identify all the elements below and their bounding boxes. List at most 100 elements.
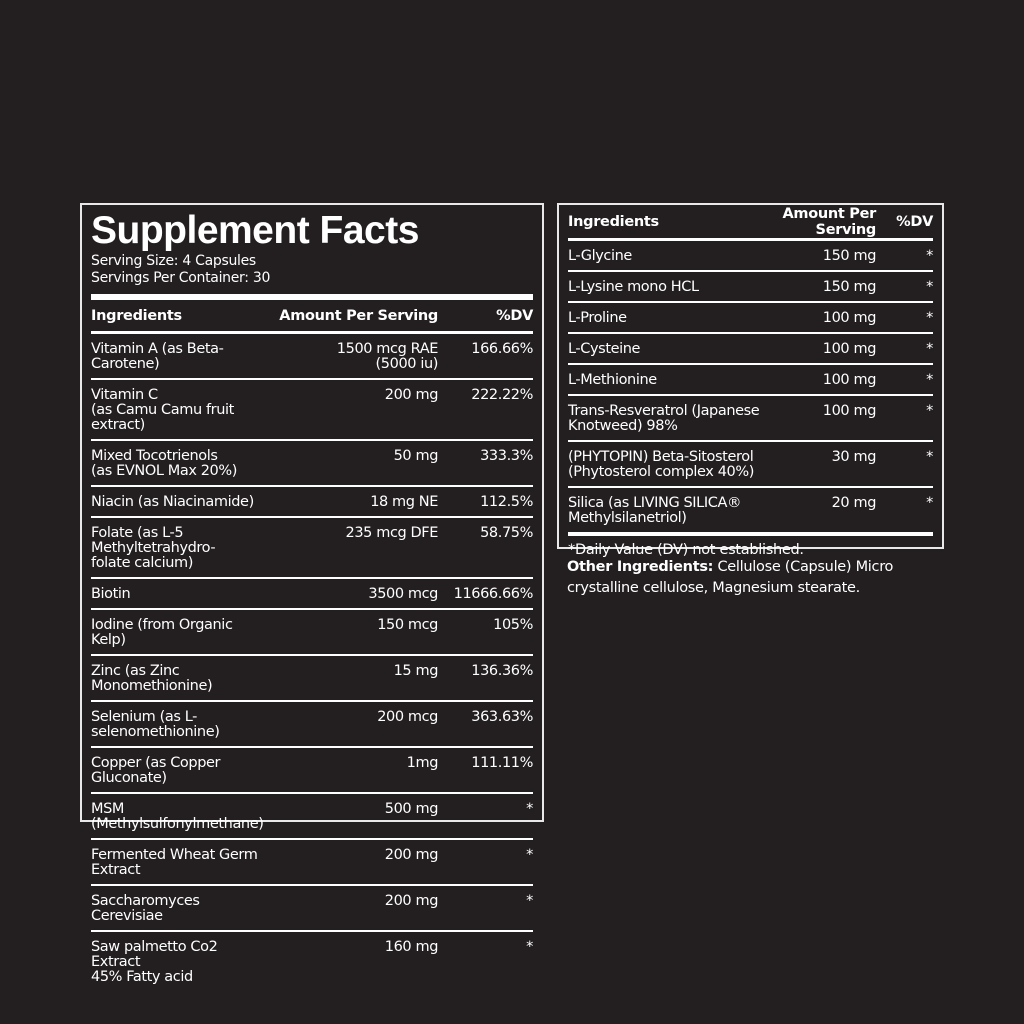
ingredient-name: Saw palmetto Co2 Extract 45% Fatty acid — [91, 939, 218, 985]
table-row: Saccharomyces Cerevisiae 200 mg * — [91, 886, 533, 932]
table-row: Niacin (as Niacinamide) 18 mg NE 112.5% — [91, 487, 533, 518]
ingredient-dv: 58.75% — [480, 525, 533, 541]
table-header: Ingredients Amount Per Serving %DV — [568, 205, 933, 241]
ingredient-dv: 105% — [493, 617, 533, 633]
panel-title: Supplement Facts — [91, 209, 419, 252]
ingredient-dv: * — [926, 310, 933, 326]
ingredient-dv: * — [926, 341, 933, 357]
table-row: Biotin 3500 mcg 11666.66% — [91, 579, 533, 610]
ingredient-amount: 235 mcg DFE — [345, 525, 439, 541]
ingredient-amount: 100 mg — [822, 341, 877, 357]
other-ingredients-text: Cellulose (Capsule) Micro crystalline ce… — [567, 559, 894, 596]
ingredients-panel-continued: Ingredients Amount Per Serving %DV L-Gly… — [557, 203, 944, 558]
ingredient-name: (PHYTOPIN) Beta-Sitosterol (Phytosterol … — [568, 449, 754, 480]
ingredient-amount: 1mg — [406, 755, 439, 771]
table-header: Ingredients Amount Per Serving %DV — [91, 300, 533, 334]
ingredient-name: Silica (as LIVING SILICA® Methylsilanetr… — [568, 495, 742, 526]
header-amount: Amount Per Serving — [782, 205, 876, 238]
ingredient-amount: 100 mg — [822, 372, 877, 388]
table-row: Silica (as LIVING SILICA® Methylsilanetr… — [568, 488, 933, 536]
ingredient-amount: 150 mg — [822, 248, 877, 264]
other-ingredients: Other Ingredients: Cellulose (Capsule) M… — [567, 557, 927, 599]
ingredient-amount: 100 mg — [822, 403, 877, 419]
header-amount: Amount Per Serving — [279, 307, 438, 324]
ingredient-name: Trans-Resveratrol (Japanese Knotweed) 98… — [568, 403, 760, 434]
ingredient-name: Folate (as L-5 Methyltetrahydro- folate … — [91, 525, 216, 571]
ingredient-dv: * — [926, 449, 933, 465]
ingredient-table: Vitamin A (as Beta-Carotene) 1500 mcg RAE… — [91, 334, 533, 991]
ingredient-amount: 15 mg — [393, 663, 439, 679]
ingredient-name: Saccharomyces Cerevisiae — [91, 893, 200, 924]
footnote: *Daily Value (DV) not established. — [568, 542, 804, 558]
table-row: Zinc (as Zinc Monomethionine) 15 mg 136.36… — [91, 656, 533, 702]
table-row: Copper (as Copper Gluconate) 1mg 111.11% — [91, 748, 533, 794]
table-row: L-Proline 100 mg * — [568, 303, 933, 334]
ingredient-dv: 11666.66% — [453, 586, 534, 602]
serving-size: Serving Size: 4 Capsules — [91, 253, 256, 269]
table-row: (PHYTOPIN) Beta-Sitosterol (Phytosterol … — [568, 442, 933, 488]
table-row: L-Methionine 100 mg * — [568, 365, 933, 396]
ingredient-name: L-Glycine — [568, 248, 632, 264]
ingredient-amount: 160 mg — [384, 939, 439, 955]
table-row: L-Cysteine 100 mg * — [568, 334, 933, 365]
ingredient-amount: 150 mg — [822, 279, 877, 295]
ingredient-name: Copper (as Copper Gluconate) — [91, 755, 221, 786]
ingredient-name: Vitamin A (as Beta-Carotene) — [91, 341, 224, 372]
ingredient-name: Iodine (from Organic Kelp) — [91, 617, 233, 648]
servings-per-container: Servings Per Container: 30 — [91, 270, 271, 286]
table-row: MSM (Methylsulfonylmethane) 500 mg * — [91, 794, 533, 840]
ingredient-amount: 500 mg — [384, 801, 439, 817]
ingredient-dv: * — [526, 801, 533, 817]
ingredient-name: Fermented Wheat Germ Extract — [91, 847, 258, 878]
table-row: L-Lysine mono HCL 150 mg * — [568, 272, 933, 303]
ingredient-dv: 333.3% — [480, 448, 533, 464]
table-row: Vitamin C (as Camu Camu fruit extract) 20… — [91, 380, 533, 441]
ingredient-amount: 50 mg — [393, 448, 439, 464]
ingredient-name: Vitamin C (as Camu Camu fruit extract) — [91, 387, 234, 433]
table-row: Iodine (from Organic Kelp) 150 mcg 105% — [91, 610, 533, 656]
ingredient-dv: * — [926, 495, 933, 511]
table-row: Fermented Wheat Germ Extract 200 mg * — [91, 840, 533, 886]
ingredient-amount: 200 mg — [384, 893, 439, 909]
ingredient-table: L-Glycine 150 mg * L-Lysine mono HCL 150 mg *… — [568, 241, 933, 536]
ingredient-name: Biotin — [91, 586, 131, 602]
table-row: Mixed Tocotrienols (as EVNOL Max 20%) 50 … — [91, 441, 533, 487]
ingredient-amount: 100 mg — [822, 310, 877, 326]
header-ingredients: Ingredients — [91, 307, 182, 324]
ingredient-amount: 1500 mcg RAE (5000 iu) — [336, 341, 439, 372]
ingredient-amount: 3500 mcg — [368, 586, 438, 602]
ingredient-name: L-Lysine mono HCL — [568, 279, 699, 295]
ingredient-dv: * — [526, 847, 533, 863]
ingredient-name: Mixed Tocotrienols (as EVNOL Max 20%) — [91, 448, 238, 479]
other-ingredients-label: Other Ingredients: — [567, 559, 714, 575]
ingredient-dv: 166.66% — [471, 341, 533, 357]
table-row: Folate (as L-5 Methyltetrahydro- folate … — [91, 518, 533, 579]
ingredient-dv: * — [526, 893, 533, 909]
ingredient-amount: 20 mg — [831, 495, 877, 511]
ingredient-amount: 200 mg — [384, 847, 439, 863]
ingredient-dv: 111.11% — [471, 755, 533, 771]
ingredient-name: Niacin (as Niacinamide) — [91, 494, 254, 510]
ingredient-name: MSM (Methylsulfonylmethane) — [91, 801, 264, 832]
header-ingredients: Ingredients — [568, 213, 659, 230]
ingredient-dv: 363.63% — [471, 709, 533, 725]
ingredient-amount: 200 mg — [384, 387, 439, 403]
table-row: Vitamin A (as Beta-Carotene) 1500 mcg RAE… — [91, 334, 533, 380]
ingredient-dv: * — [526, 939, 533, 955]
ingredient-amount: 200 mcg — [377, 709, 438, 725]
ingredient-dv: * — [926, 372, 933, 388]
ingredient-amount: 18 mg NE — [370, 494, 438, 510]
ingredient-name: L-Proline — [568, 310, 627, 326]
ingredient-dv: 222.22% — [471, 387, 533, 403]
table-row: Trans-Resveratrol (Japanese Knotweed) 98… — [568, 396, 933, 442]
ingredient-dv: * — [926, 279, 933, 295]
header-dv: %DV — [496, 307, 533, 324]
ingredient-amount: 30 mg — [831, 449, 877, 465]
ingredient-name: Selenium (as L-selenomethionine) — [91, 709, 220, 740]
ingredient-name: L-Cysteine — [568, 341, 641, 357]
ingredient-name: Zinc (as Zinc Monomethionine) — [91, 663, 213, 694]
table-row: Selenium (as L-selenomethionine) 200 mcg 3… — [91, 702, 533, 748]
ingredient-dv: * — [926, 248, 933, 264]
divider-thick — [91, 294, 533, 300]
table-row: Saw palmetto Co2 Extract 45% Fatty acid 1… — [91, 932, 533, 991]
